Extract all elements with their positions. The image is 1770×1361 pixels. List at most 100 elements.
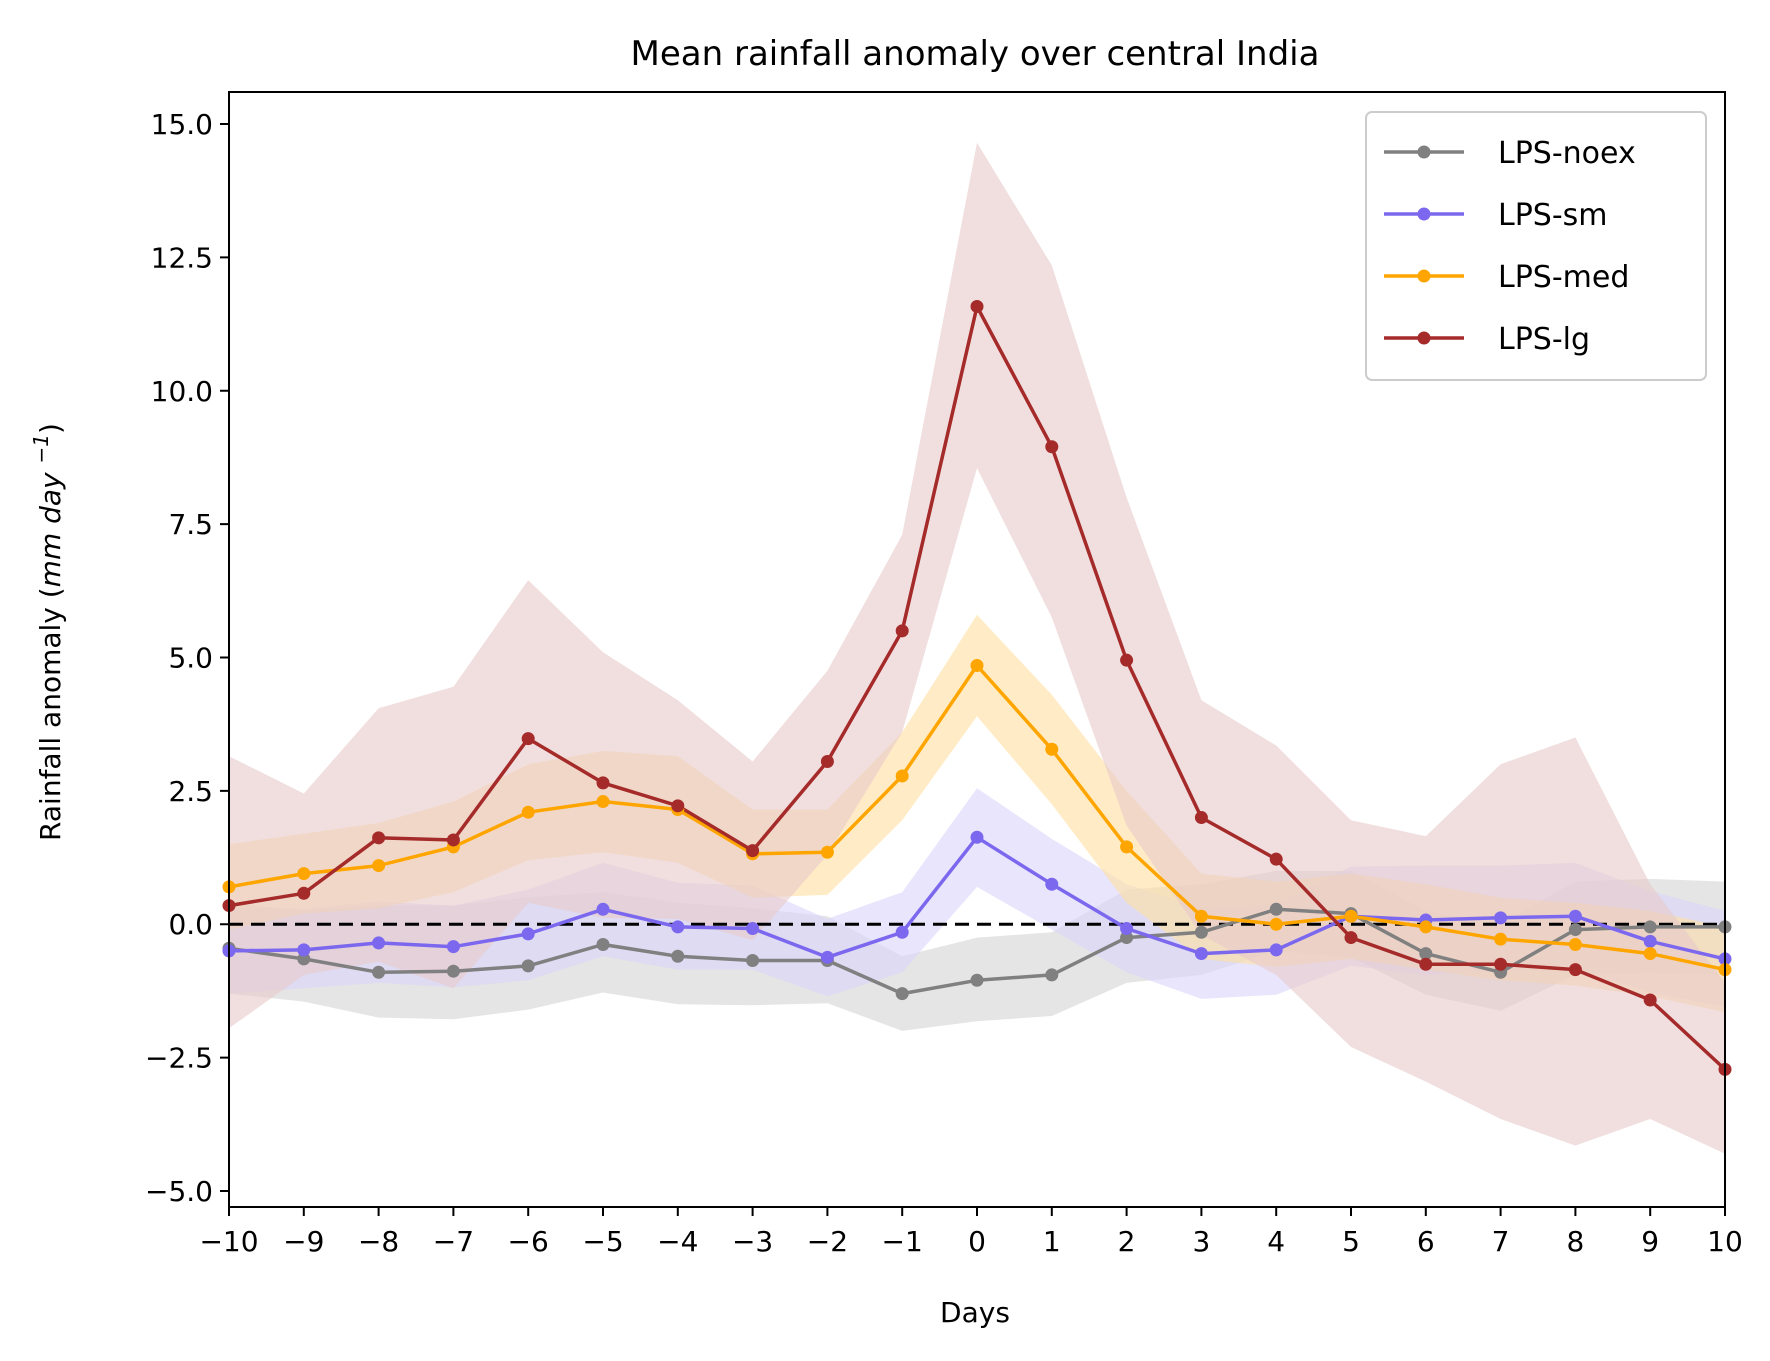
series-markers bbox=[222, 299, 1732, 1076]
point-LPS-lg-1 bbox=[1045, 440, 1059, 454]
legend-marker-LPS-sm bbox=[1417, 207, 1431, 221]
y-tick-label: 12.5 bbox=[151, 241, 213, 274]
point-LPS-lg-7 bbox=[1494, 957, 1508, 971]
point-LPS-sm-0 bbox=[970, 830, 984, 844]
point-LPS-sm--2 bbox=[820, 950, 834, 964]
point-LPS-lg-6 bbox=[1419, 957, 1433, 971]
point-LPS-med-3 bbox=[1194, 909, 1208, 923]
point-LPS-sm-1 bbox=[1045, 877, 1059, 891]
point-LPS-noex--5 bbox=[596, 938, 610, 952]
y-tick-label: 2.5 bbox=[168, 775, 213, 808]
point-LPS-med-0 bbox=[970, 659, 984, 673]
x-axis-label: Days bbox=[940, 1296, 1010, 1329]
point-LPS-med-6 bbox=[1419, 920, 1433, 934]
point-LPS-sm--4 bbox=[671, 920, 685, 934]
point-LPS-med--9 bbox=[297, 867, 311, 881]
x-tick-label: −8 bbox=[358, 1225, 399, 1258]
y-tick-label: −5.0 bbox=[145, 1175, 213, 1208]
point-LPS-lg--4 bbox=[671, 799, 685, 813]
point-LPS-sm-4 bbox=[1269, 943, 1283, 957]
x-tick-label: −3 bbox=[732, 1225, 773, 1258]
point-LPS-sm--6 bbox=[521, 927, 535, 941]
y-axis-label: Rainfall anomaly (mm day −1) bbox=[29, 423, 67, 841]
x-tick-label: 8 bbox=[1566, 1225, 1584, 1258]
point-LPS-lg--3 bbox=[746, 844, 760, 858]
chart-title: Mean rainfall anomaly over central India bbox=[631, 34, 1320, 74]
x-tick-label: 7 bbox=[1492, 1225, 1510, 1258]
x-tick-label: −6 bbox=[508, 1225, 549, 1258]
x-tick-label: 4 bbox=[1267, 1225, 1285, 1258]
point-LPS-med--5 bbox=[596, 795, 610, 809]
point-LPS-sm--3 bbox=[746, 922, 760, 936]
point-LPS-sm--1 bbox=[895, 925, 909, 939]
point-LPS-sm-9 bbox=[1643, 934, 1657, 948]
point-LPS-sm--9 bbox=[297, 943, 311, 957]
point-LPS-noex--1 bbox=[895, 987, 909, 1001]
x-tick-label: 10 bbox=[1707, 1225, 1743, 1258]
point-LPS-noex-0 bbox=[970, 973, 984, 987]
point-LPS-noex--3 bbox=[746, 954, 760, 968]
point-LPS-noex-8 bbox=[1568, 923, 1582, 937]
legend-label-LPS-lg: LPS-lg bbox=[1498, 322, 1590, 357]
x-tick-label: −2 bbox=[807, 1225, 848, 1258]
point-LPS-noex-3 bbox=[1194, 925, 1208, 939]
point-LPS-lg-3 bbox=[1194, 811, 1208, 825]
point-LPS-lg--5 bbox=[596, 776, 610, 790]
y-tick-label: 15.0 bbox=[151, 108, 213, 141]
x-tick-label: 3 bbox=[1192, 1225, 1210, 1258]
point-LPS-noex--4 bbox=[671, 949, 685, 963]
point-LPS-lg-2 bbox=[1120, 653, 1134, 667]
x-tick-label: 2 bbox=[1118, 1225, 1136, 1258]
y-axis-ticks: −5.0 −2.5 0.0 2.5 5.0 7.5 10.0 12.5 15.0 bbox=[145, 108, 229, 1208]
y-tick-label: −2.5 bbox=[145, 1042, 213, 1075]
x-tick-label: 0 bbox=[968, 1225, 986, 1258]
point-LPS-noex-2 bbox=[1120, 931, 1134, 945]
x-tick-label: 1 bbox=[1043, 1225, 1061, 1258]
legend-label-LPS-noex: LPS-noex bbox=[1498, 136, 1636, 171]
band-LPS-lg bbox=[229, 142, 1725, 1154]
point-LPS-noex--8 bbox=[372, 965, 386, 979]
point-LPS-lg-8 bbox=[1568, 963, 1582, 977]
point-LPS-med--8 bbox=[372, 859, 386, 873]
point-LPS-med-5 bbox=[1344, 909, 1358, 923]
point-LPS-med-2 bbox=[1120, 840, 1134, 854]
x-tick-label: −4 bbox=[657, 1225, 698, 1258]
x-tick-label: −7 bbox=[433, 1225, 474, 1258]
point-LPS-med--2 bbox=[820, 845, 834, 859]
point-LPS-sm-3 bbox=[1194, 947, 1208, 961]
point-LPS-noex-1 bbox=[1045, 968, 1059, 982]
x-tick-label: 5 bbox=[1342, 1225, 1360, 1258]
point-LPS-lg-5 bbox=[1344, 931, 1358, 945]
point-LPS-lg--7 bbox=[446, 833, 460, 847]
y-tick-label: 10.0 bbox=[151, 375, 213, 408]
legend-label-LPS-sm: LPS-sm bbox=[1498, 198, 1608, 233]
point-LPS-lg-9 bbox=[1643, 993, 1657, 1007]
legend-label-LPS-med: LPS-med bbox=[1498, 260, 1629, 295]
point-LPS-med--1 bbox=[895, 769, 909, 783]
point-LPS-med-9 bbox=[1643, 947, 1657, 961]
legend-marker-LPS-lg bbox=[1417, 331, 1431, 345]
point-LPS-sm--5 bbox=[596, 902, 610, 916]
point-LPS-lg--9 bbox=[297, 886, 311, 900]
legend-box bbox=[1365, 111, 1707, 381]
point-LPS-lg-0 bbox=[970, 299, 984, 313]
point-LPS-med-4 bbox=[1269, 917, 1283, 931]
x-tick-label: −5 bbox=[582, 1225, 623, 1258]
point-LPS-lg--2 bbox=[820, 755, 834, 769]
point-LPS-sm--7 bbox=[446, 940, 460, 954]
point-LPS-sm-8 bbox=[1568, 909, 1582, 923]
point-LPS-med-1 bbox=[1045, 742, 1059, 756]
point-LPS-sm-7 bbox=[1494, 911, 1508, 925]
point-LPS-noex-6 bbox=[1419, 947, 1433, 961]
point-LPS-lg--6 bbox=[521, 732, 535, 746]
point-LPS-med--6 bbox=[521, 805, 535, 819]
point-LPS-noex-9 bbox=[1643, 920, 1657, 934]
y-axis-label-units: mm day bbox=[34, 463, 67, 587]
legend-marker-LPS-med bbox=[1417, 269, 1431, 283]
point-LPS-lg--8 bbox=[372, 831, 386, 845]
y-tick-label: 7.5 bbox=[168, 508, 213, 541]
point-LPS-sm--8 bbox=[372, 936, 386, 950]
legend: LPS-noex LPS-sm LPS-med LPS-lg bbox=[1365, 111, 1707, 381]
